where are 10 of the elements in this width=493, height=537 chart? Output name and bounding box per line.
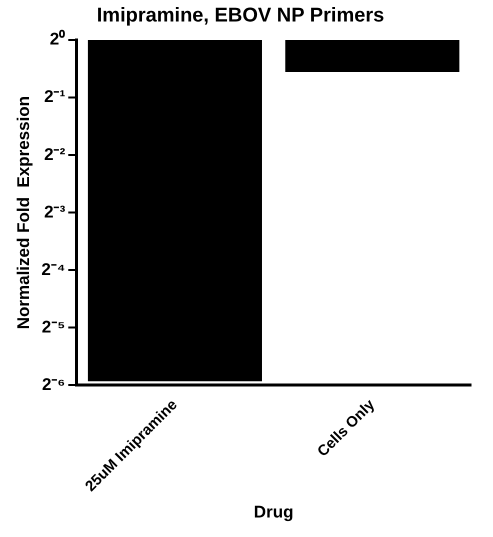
y-tick-label: 2⁰ bbox=[50, 30, 66, 49]
y-tick-label: 2⁻³ bbox=[44, 202, 66, 222]
y-tick-label: 2⁻⁶ bbox=[42, 374, 66, 394]
y-axis-title: Normalized Fold Expression bbox=[14, 96, 33, 330]
chart-title: Imipramine, EBOV NP Primers bbox=[96, 4, 384, 27]
y-tick-label: 2⁻¹ bbox=[44, 87, 66, 106]
y-tick-label: 2⁻⁴ bbox=[41, 260, 66, 279]
y-tick-label: 2⁻² bbox=[44, 144, 66, 164]
y-tick-label: 2⁻⁵ bbox=[42, 317, 66, 336]
x-axis-title: Drug bbox=[254, 502, 294, 522]
